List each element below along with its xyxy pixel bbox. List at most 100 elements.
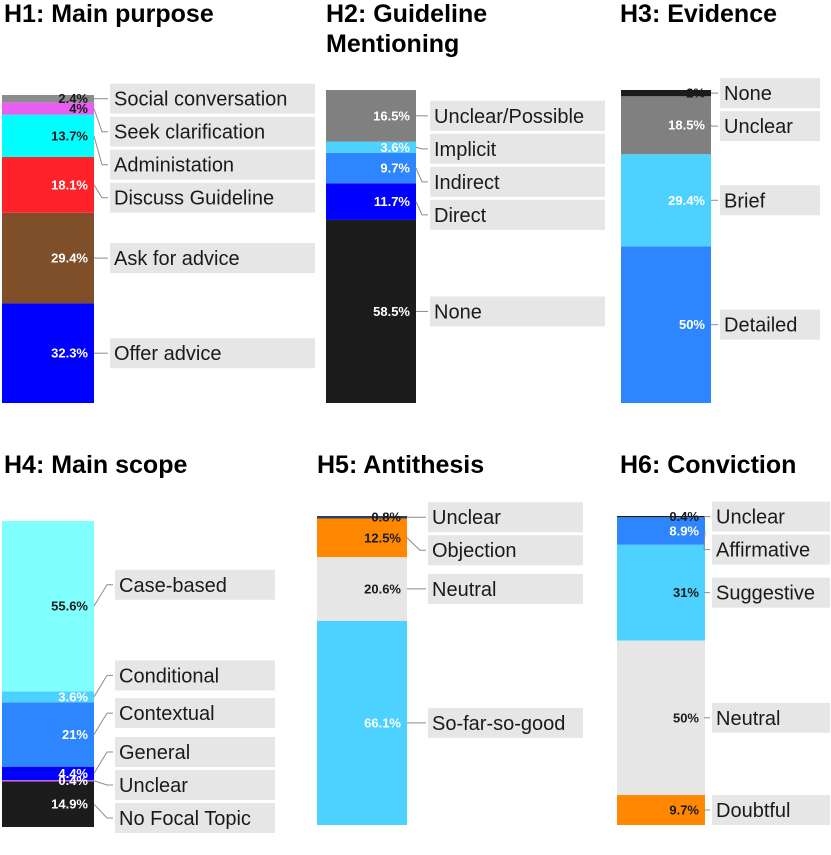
callout-box [110,116,315,147]
chart-title-line: H5: Antithesis [317,451,484,479]
callout-box [115,660,275,691]
segment-value-label: 58.5% [373,304,410,319]
category-label: Detailed [724,315,797,337]
segment-value-label: 4% [69,101,88,116]
category-label: Unclear [119,775,188,797]
category-label: Indirect [434,172,500,194]
segment-value-label: 50% [673,710,699,725]
callout-connector [703,530,710,551]
segment-value-label: 0.8% [371,510,401,525]
category-label: Offer advice [114,343,221,365]
callout-box [110,149,315,180]
bar-segment-unclear [617,516,705,518]
segment-value-label: 50% [679,317,705,332]
bar-segment-doubtful [617,795,705,825]
category-label: Discuss Guideline [114,188,274,210]
callout-connector [710,124,718,127]
bar-segment-contextual [2,702,94,767]
chart-title-line: H4: Main scope [4,451,187,479]
segment-value-label: 2.4% [58,91,88,106]
bar-segment-case-based [2,521,94,692]
callout-connector [415,146,428,150]
bar-segment-implicit [326,141,416,153]
segment-value-label: 4.4% [58,766,88,781]
segment-value-label: 0.4% [58,773,88,788]
callout-connector [93,135,108,166]
bar-segment-none [621,90,711,97]
segment-value-label: 20.6% [364,581,401,596]
callout-box [720,185,820,216]
segment-value-label: 11.7% [374,194,411,209]
callout-box [430,296,605,327]
bar-segment-none [326,219,416,403]
callout-box [428,573,583,604]
chart-panel-3: H3: Evidence 50% 29.4% 18.5% 2% Detailed Brief… [620,0,820,403]
category-label: Suggestive [716,583,815,605]
segment-value-label: 0.4% [669,509,699,524]
callout-connector [415,167,428,183]
chart-panel-5: H5: Antithesis 66.1% 20.6% 12.5% 0.8% So-far-… [317,451,583,825]
segment-value-label: 31% [673,585,699,600]
category-label: General [119,742,190,764]
segment-value-label: 18.5% [668,118,705,133]
bar-segment-offer-advice [2,303,94,403]
callout-connector [93,584,113,607]
segment-value-label: 3.6% [58,689,88,704]
segment-value-label: 2% [686,86,705,101]
bar-segment-unclear [621,96,711,155]
segment-value-label: 9.7% [669,803,699,818]
category-label: Social conversation [114,89,287,111]
bar-segment-indirect [326,152,416,184]
chart-title-line: H6: Conviction [620,451,796,479]
callout-box [430,133,605,164]
category-label: Neutral [716,708,780,730]
callout-box [428,502,583,533]
bar-segment-social-conversation [2,95,94,103]
bar-segment-unclear [317,516,407,519]
segment-value-label: 9.7% [380,161,410,176]
segment-value-label: 12.5% [364,530,401,545]
bar-segment-general [2,766,94,781]
bar-segment-conditional [2,691,94,703]
callout-box [110,83,315,114]
callout-connector [406,537,426,551]
segment-value-label: 13.7% [51,128,88,143]
chart-panel-1: H1: Main purpose 32.3% 29.4% 18.1% 13.7% 4%2.… [2,0,315,403]
bar-segment-suggestive [617,544,705,641]
bar-segment-seek-clarification [2,102,94,115]
chart-title-line: H2: Guideline [326,0,487,28]
category-label: Administation [114,155,234,177]
callout-connector [93,803,113,819]
callout-box [720,111,820,142]
chart-title-line: H3: Evidence [620,0,777,28]
category-label: Unclear [432,507,501,529]
callout-box [720,309,820,340]
category-label: Unclear [724,116,793,138]
segment-value-label: 29.4% [51,251,88,266]
callout-box [110,338,315,369]
callout-box [430,100,605,131]
callout-connector [415,201,428,216]
bar-segment-ask-for-advice [2,212,94,304]
segment-value-label: 18.1% [51,177,88,192]
chart-panel-4: H4: Main scope 14.9% 0.4%4.4% 21% 3.6% 55.6% N… [2,451,275,833]
category-label: No Focal Topic [119,808,251,830]
callout-connector [93,108,108,133]
category-label: Unclear/Possible [434,106,584,128]
bar-segment-no-focal-topic [2,781,94,827]
bar-segment-neutral [617,640,705,796]
callout-box [110,243,315,274]
chart-panel-6: H6: Conviction 9.7% 50% 31% 8.9%0.4% Doubtful… [617,451,830,826]
callout-box [720,78,820,109]
category-label: Neutral [432,579,496,601]
bar-segment-affirmative [617,517,705,545]
category-label: Objection [432,540,517,562]
chart-title-line: H1: Main purpose [4,0,214,28]
callout-box [712,702,830,733]
bar-segment-brief [621,154,711,247]
callout-box [428,535,583,566]
category-label: None [434,301,482,323]
segment-value-label: 3.6% [380,140,410,155]
segment-value-label: 29.4% [668,193,705,208]
